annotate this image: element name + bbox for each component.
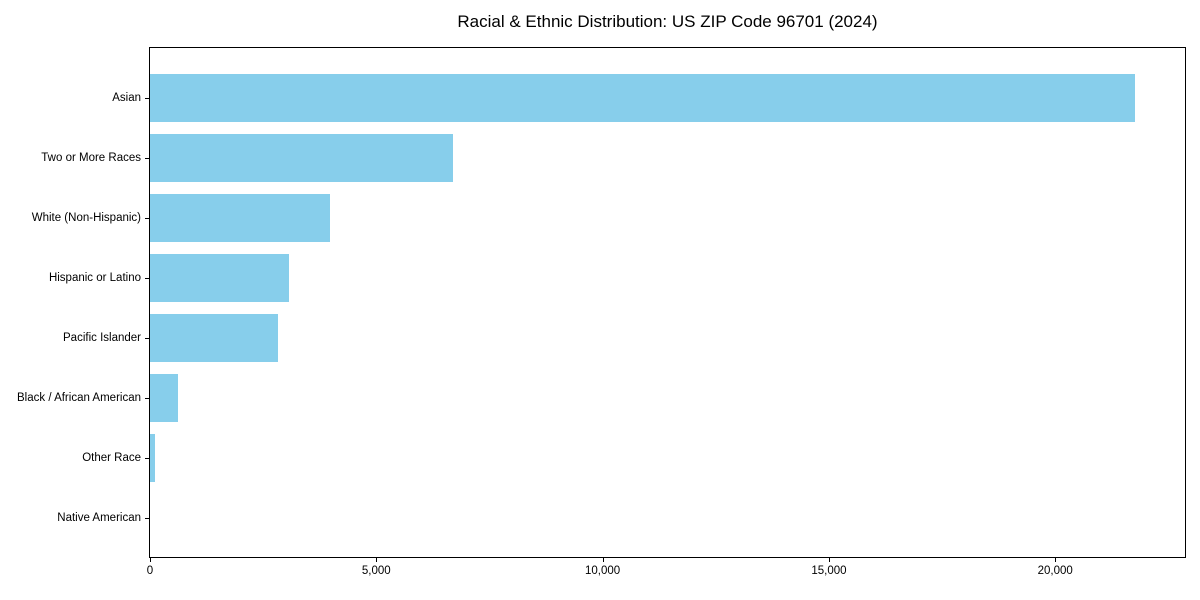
bar-hispanic-or-latino (150, 254, 289, 302)
x-tick-label-20000: 20,000 (1037, 565, 1073, 577)
bar-white-non-hispanic (150, 194, 330, 242)
bar-two-or-more-races (150, 134, 454, 182)
y-tick-mark (145, 338, 149, 339)
x-tick-mark (828, 558, 830, 562)
x-tick-label-5000: 5,000 (361, 565, 391, 577)
y-tick-mark (145, 278, 149, 279)
x-tick-label-10000: 10,000 (585, 565, 621, 577)
plot-area (149, 47, 1186, 558)
x-tick-mark (1055, 558, 1057, 562)
y-tick-label-black-african-american: Black / African American (17, 392, 141, 404)
y-tick-label-native-american: Native American (57, 512, 141, 524)
x-tick-mark (376, 558, 378, 562)
y-tick-label-other-race: Other Race (82, 452, 141, 464)
x-tick-mark (150, 558, 151, 562)
y-tick-mark (145, 218, 149, 219)
y-tick-label-two-or-more-races: Two or More Races (41, 152, 141, 164)
bar-asian (150, 74, 1136, 122)
y-tick-label-hispanic-or-latino: Hispanic or Latino (48, 272, 141, 284)
y-tick-mark (145, 398, 149, 399)
bar-pacific-islander (150, 314, 278, 362)
chart-title: Racial & Ethnic Distribution: US ZIP Cod… (457, 12, 878, 31)
y-tick-mark (145, 458, 149, 459)
x-tick-label-0: 0 (146, 565, 154, 577)
y-tick-mark (145, 158, 149, 159)
bar-black-african-american (150, 374, 178, 422)
y-tick-mark (145, 98, 149, 99)
x-tick-label-15000: 15,000 (811, 565, 847, 577)
bar-other-race (150, 434, 156, 482)
y-tick-label-asian: Asian (112, 92, 141, 104)
y-tick-label-white-non-hispanic: White (Non-Hispanic) (31, 212, 141, 224)
y-tick-label-pacific-islander: Pacific Islander (63, 332, 141, 344)
x-tick-mark (602, 558, 604, 562)
y-tick-mark (145, 518, 149, 519)
